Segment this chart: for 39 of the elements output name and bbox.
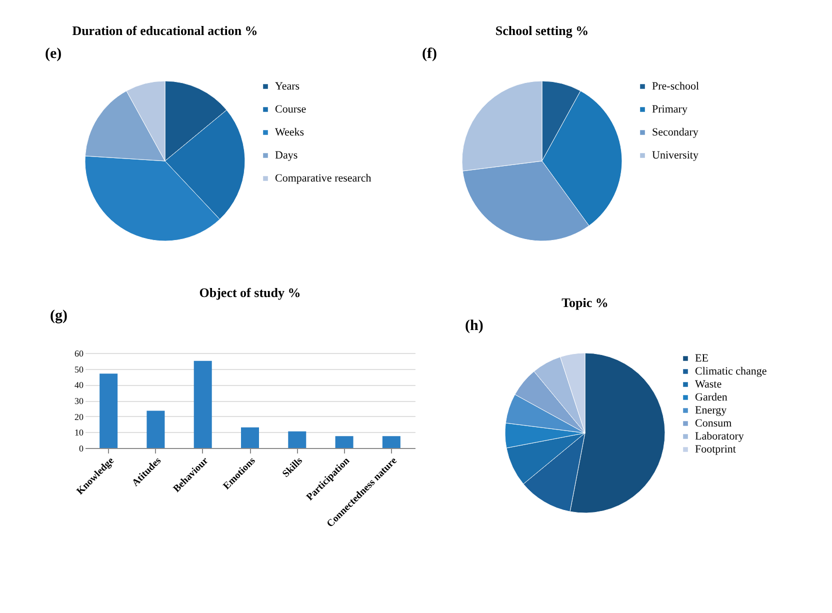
legend-label: University [652,150,699,162]
legend-label: Garden [695,392,728,404]
chart-title: School setting % [495,23,589,38]
bar [241,427,259,448]
legend-label: Years [275,80,300,92]
y-tick-label: 20 [74,412,84,422]
y-tick-label: 30 [74,396,84,406]
text: (f) [422,46,437,62]
legend-label: Comparative research [275,172,372,184]
legend-label: Footprint [695,444,736,456]
text: (h) [465,318,484,334]
y-tick-label: 50 [74,364,84,374]
bar [194,360,212,448]
bar [382,436,400,448]
text: (g) [50,308,68,324]
legend-label: Waste [695,378,722,390]
bar [100,374,118,448]
text: (e) [45,46,62,62]
legend-label: Secondary [652,126,699,138]
legend-label: Pre-school [652,80,700,92]
y-tick-label: 0 [79,444,84,454]
legend-label: Climatic change [695,366,767,378]
chart-title: Duration of educational action % [72,23,258,38]
legend-label: Consum [695,418,732,430]
legend-label: Days [275,150,298,162]
y-tick-label: 10 [74,428,84,438]
bar [146,410,165,448]
chart-title: Topic % [562,295,608,310]
y-tick-label: 60 [74,348,84,358]
legend-label: Primary [652,104,688,116]
legend-label: Weeks [275,126,304,138]
y-tick-label: 40 [74,380,84,390]
legend-label: Laboratory [695,430,744,442]
bar [288,431,306,448]
chart-title: Object of study % [199,285,301,300]
legend-label: EE [695,352,709,364]
legend-label: Energy [695,404,728,416]
legend-label: Course [275,104,306,116]
bar [335,436,354,448]
